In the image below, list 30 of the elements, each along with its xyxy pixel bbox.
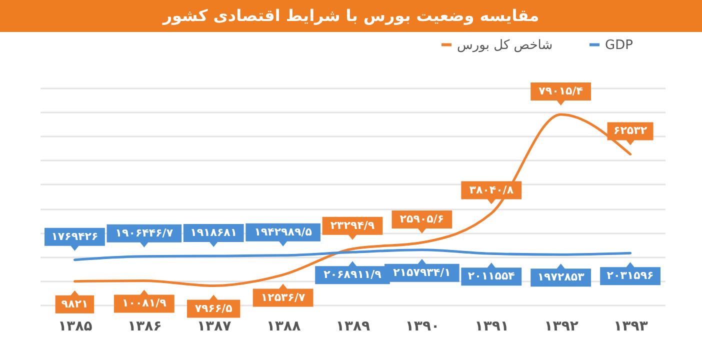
data-label: ۲۰۳۱۵۹۶ [606,269,654,282]
legend-label: شاخص کل بورس [457,38,553,53]
x-tick-label: ۱۳۸۶ [128,318,162,334]
data-label: ۱۰۰۸۱/۹ [122,296,167,310]
data-label: ۲۵۹۰۵/۶ [400,212,444,226]
data-label: ۷۹۶۶/۵ [194,302,233,315]
x-tick-label: ۱۳۹۲ [544,318,579,334]
data-label: ۱۲۵۳۶/۷ [260,290,306,304]
data-label: ۷۹۰۱۵/۴ [538,84,584,98]
data-label: ۲۱۵۷۹۳۴/۱ [393,266,451,279]
chart-title: مقایسه وضعیت بورس با شرایط اقتصادی کشور [162,6,540,25]
data-label: ۱۹۰۶۴۴۶/۷ [115,226,174,240]
data-label: ۲۳۲۹۴/۹ [330,218,375,232]
data-label: ۱۹۴۲۹۸۹/۵ [254,225,312,238]
x-tick-label: ۱۳۹۳ [614,318,648,334]
data-label: ۹۸۲۱ [61,297,88,310]
x-tick-label: ۱۳۸۷ [197,318,232,334]
data-label: ۲۰۱۱۵۵۴ [468,270,516,283]
legend-label: GDP [605,38,634,53]
data-label: ۱۹۷۲۸۵۳ [537,270,585,284]
x-tick-label: ۱۳۸۹ [336,318,371,334]
data-label: ۳۸۰۴۰/۸ [469,183,514,196]
data-label: ۱۹۱۸۶۸۱ [190,226,238,240]
x-tick-label: ۱۳۹۰ [405,318,440,334]
data-label: ۱۷۶۹۴۲۶ [51,230,98,243]
x-tick-label: ۱۳۸۵ [58,318,93,334]
data-label: ۲۰۶۸۹۱۱/۹ [324,268,382,282]
x-tick-label: ۱۳۹۱ [474,318,509,334]
data-label: ۶۲۵۳۲ [613,124,648,138]
x-tick-label: ۱۳۸۸ [266,318,302,334]
